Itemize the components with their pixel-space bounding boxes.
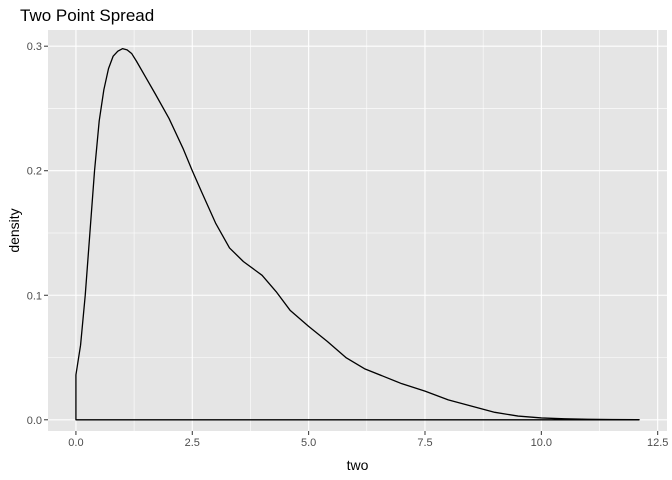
chart-title: Two Point Spread bbox=[20, 6, 154, 25]
x-tick-label: 0.0 bbox=[68, 437, 83, 449]
y-tick-label: 0.1 bbox=[27, 290, 42, 302]
y-tick-label: 0.0 bbox=[27, 415, 42, 427]
y-tick-label: 0.3 bbox=[27, 41, 42, 53]
y-axis-title: density bbox=[6, 208, 22, 252]
data-layer bbox=[75, 48, 640, 421]
grid-lines bbox=[48, 30, 667, 431]
x-tick-label: 5.0 bbox=[301, 437, 316, 449]
x-axis-title: two bbox=[347, 457, 369, 473]
x-tick-label: 10.0 bbox=[531, 437, 552, 449]
x-tick-label: 12.5 bbox=[647, 437, 668, 449]
x-tick-label: 7.5 bbox=[417, 437, 432, 449]
x-tick-label: 2.5 bbox=[185, 437, 200, 449]
x-axis-ticks: 0.0 2.5 5.0 7.5 10.0 12.5 bbox=[68, 431, 668, 449]
plot-panel bbox=[48, 30, 667, 431]
y-axis-ticks: 0.0 0.1 0.2 0.3 bbox=[27, 41, 48, 427]
y-tick-label: 0.2 bbox=[27, 166, 42, 178]
density-curve-series-0 bbox=[75, 48, 640, 421]
